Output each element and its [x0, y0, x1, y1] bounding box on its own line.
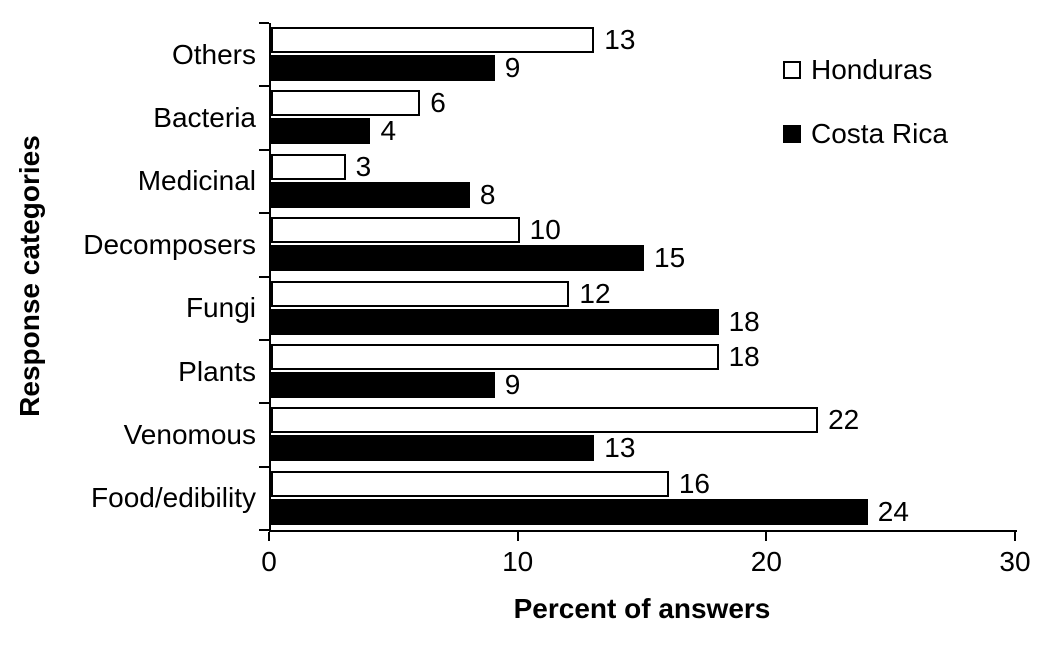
y-axis-tick: [259, 149, 269, 151]
category-label: Decomposers: [83, 228, 256, 260]
bar-costa-rica: [271, 55, 495, 81]
legend-swatch-costa-rica: [783, 125, 801, 143]
bar-line: 13: [271, 26, 1017, 54]
legend-entry-costa-rica: Costa Rica: [783, 120, 948, 148]
bar-line: 16: [271, 467, 1017, 499]
y-axis-tick: [259, 22, 269, 24]
category-label: Bacteria: [153, 102, 256, 134]
bar-line: 9: [271, 54, 1017, 82]
y-axis-tick: [259, 85, 269, 87]
bar-value-label: 13: [604, 24, 636, 55]
bar-value-label: 18: [728, 305, 760, 337]
legend-entry-honduras: Honduras: [783, 56, 932, 84]
y-axis-tick: [259, 529, 269, 531]
x-axis-tick: [268, 532, 270, 541]
category-label: Medicinal: [137, 165, 256, 197]
y-axis-tick: [259, 339, 269, 341]
bar-line: 22: [271, 406, 1017, 434]
y-axis-tick: [259, 276, 269, 278]
bar-line: 18: [271, 340, 1017, 372]
bar-value-label: 18: [728, 340, 760, 372]
category-row: 12 18: [271, 277, 1017, 340]
bar-value-label: 24: [877, 495, 909, 527]
x-axis-tick-label: 10: [502, 546, 534, 577]
bar-value-label: 22: [828, 404, 860, 436]
bar-value-label: 15: [654, 242, 686, 274]
legend-label: Costa Rica: [811, 118, 948, 149]
bar-value-label: 16: [678, 467, 711, 499]
y-axis-tick: [259, 212, 269, 214]
bar-honduras: [271, 343, 719, 370]
bar-costa-rica: [271, 245, 644, 272]
x-axis-tick-label: 0: [261, 546, 277, 577]
bar-value-label: 3: [355, 150, 372, 182]
category-label: Food/edibility: [91, 482, 256, 514]
bar-value-label: 4: [380, 115, 397, 147]
category-row: 22 13: [271, 403, 1017, 466]
bar-value-label: 8: [479, 178, 496, 210]
bar-line: 10: [271, 216, 1017, 244]
bar-line: 12: [271, 277, 1017, 309]
plot-area: 13 9 6 4 3 8 10 15 12 18 18 9 22 13 16 24: [269, 23, 1017, 532]
bar-value-label: 10: [529, 214, 561, 246]
category-row: 18 9: [271, 340, 1017, 403]
bar-costa-rica: [271, 435, 595, 462]
bar-line: 13: [271, 434, 1017, 462]
bar-honduras: [271, 217, 520, 244]
y-axis-tick: [259, 402, 269, 404]
x-axis-tick: [765, 532, 768, 541]
bar-value-label: 13: [604, 432, 636, 464]
category-label: Fungi: [185, 292, 256, 324]
x-axis-tick-label: 20: [750, 546, 782, 577]
bar-honduras: [271, 470, 669, 497]
x-axis-tick: [516, 532, 519, 541]
legend-swatch-honduras: [783, 61, 801, 79]
bar-line: 15: [271, 244, 1017, 272]
bar-costa-rica: [271, 371, 495, 398]
x-axis-tick-label: 30: [999, 546, 1031, 577]
bar-line: 18: [271, 305, 1017, 337]
bar-value-label: 9: [504, 368, 521, 400]
bar-costa-rica: [271, 181, 470, 208]
category-row: 10 15: [271, 213, 1017, 276]
bar-costa-rica: [271, 498, 868, 525]
category-row: 13 9: [271, 23, 1017, 86]
legend-label: Honduras: [811, 54, 933, 85]
bar-honduras: [271, 27, 595, 53]
bar-line: 4: [271, 117, 1017, 145]
bar-honduras: [271, 280, 570, 307]
bar-line: 8: [271, 178, 1017, 210]
bar-value-label: 6: [430, 87, 446, 119]
bar-line: 9: [271, 368, 1017, 400]
bar-costa-rica: [271, 308, 719, 335]
category-axis-labels: Others Bacteria Medicinal Decomposers Fungi P…: [0, 23, 256, 530]
bar-honduras: [271, 407, 819, 434]
bar-line: 3: [271, 150, 1017, 182]
bar-honduras: [271, 90, 421, 117]
x-axis-tick: [1014, 532, 1016, 541]
category-label: Others: [171, 38, 256, 70]
x-axis-title: Percent of answers: [513, 593, 771, 624]
category-label: Plants: [178, 355, 256, 387]
bar-line: 24: [271, 495, 1017, 527]
bar-line: 6: [271, 89, 1017, 117]
y-axis-tick: [259, 466, 269, 468]
bar-value-label: 9: [504, 52, 521, 83]
category-row: 16 24: [271, 467, 1017, 530]
bar-value-label: 12: [579, 277, 611, 309]
bar-costa-rica: [271, 118, 371, 145]
bar-honduras: [271, 153, 346, 180]
category-label: Venomous: [123, 418, 256, 450]
